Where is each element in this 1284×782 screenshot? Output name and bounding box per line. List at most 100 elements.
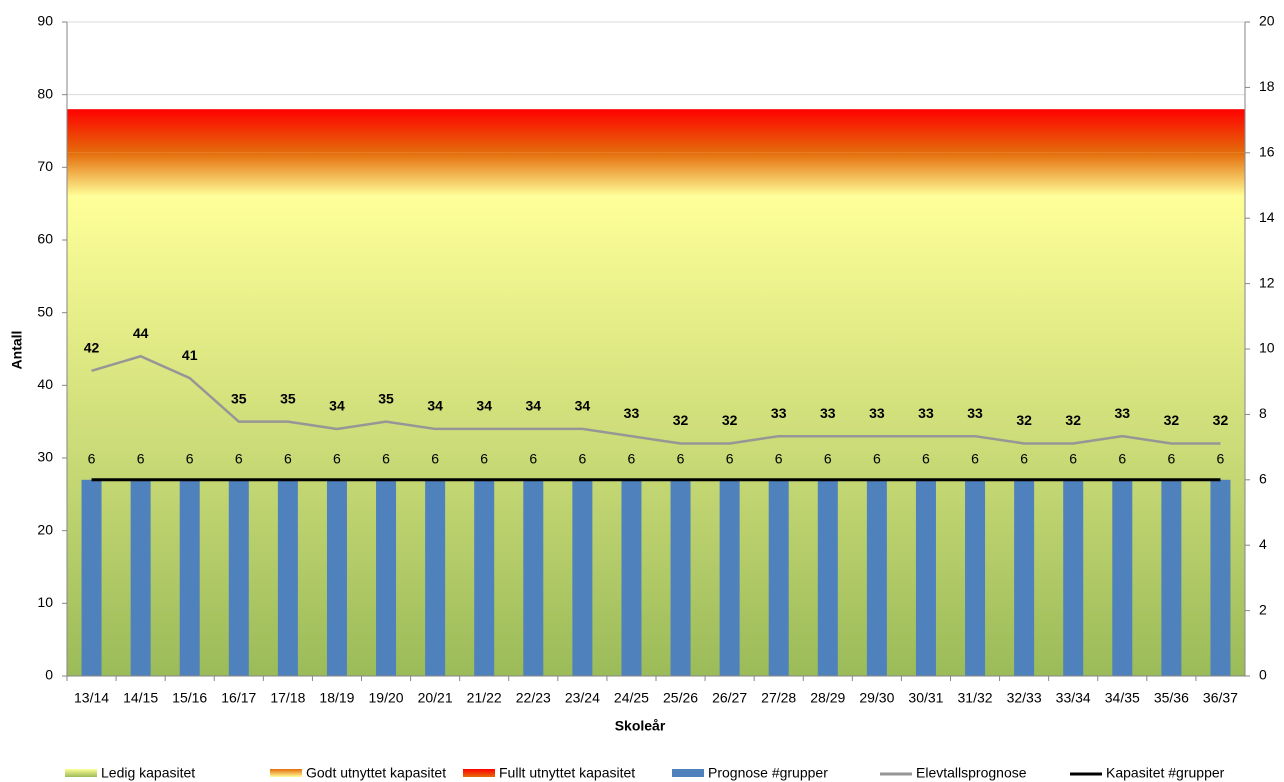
y-axis-title: Antall <box>9 331 25 370</box>
capacity-band <box>950 109 1001 153</box>
capacity-band <box>901 109 951 153</box>
bar-label: 6 <box>824 451 832 467</box>
bar <box>572 479 593 676</box>
capacity-band <box>361 109 412 153</box>
capacity-band <box>67 109 117 153</box>
capacity-band <box>656 109 706 153</box>
bar-label: 6 <box>333 451 341 467</box>
bar <box>523 479 544 676</box>
bar <box>326 479 347 676</box>
capacity-band <box>656 152 706 197</box>
x-tick-label: 16/17 <box>221 690 256 706</box>
x-axis-title: Skoleår <box>615 718 666 734</box>
bar <box>376 479 397 676</box>
y2-tick-label: 8 <box>1259 405 1267 421</box>
bar <box>1161 479 1182 676</box>
x-tick-label: 23/24 <box>565 690 600 706</box>
capacity-band <box>1097 109 1148 153</box>
capacity-band <box>1097 152 1148 197</box>
bar-label: 6 <box>1118 451 1126 467</box>
legend-label: Elevtallsprognose <box>916 765 1027 781</box>
capacity-band <box>803 152 853 197</box>
bar-label: 6 <box>529 451 537 467</box>
line-label: 32 <box>722 412 738 428</box>
bar <box>425 479 446 676</box>
line-label: 32 <box>673 412 689 428</box>
bar-label: 6 <box>480 451 488 467</box>
x-tick-label: 18/19 <box>319 690 354 706</box>
capacity-band <box>901 152 951 197</box>
x-tick-label: 21/22 <box>467 690 502 706</box>
bar-label: 6 <box>578 451 586 467</box>
x-tick-label: 20/21 <box>418 690 453 706</box>
x-tick-label: 14/15 <box>123 690 158 706</box>
capacity-band <box>557 152 608 197</box>
bar <box>719 479 740 676</box>
bar <box>965 479 986 676</box>
line-label: 41 <box>182 347 198 363</box>
line-label: 35 <box>280 390 296 406</box>
bar-label: 6 <box>88 451 96 467</box>
capacity-band <box>754 109 804 153</box>
legend-label: Kapasitet #grupper <box>1106 765 1225 781</box>
capacity-band <box>214 109 264 153</box>
bar <box>130 479 151 676</box>
line-label: 34 <box>575 398 591 414</box>
line-label: 33 <box>771 405 787 421</box>
bar <box>817 479 838 676</box>
y2-tick-label: 2 <box>1259 601 1267 617</box>
x-tick-label: 26/27 <box>712 690 747 706</box>
line-label: 33 <box>869 405 885 421</box>
line-label: 33 <box>820 405 836 421</box>
capacity-band <box>1146 109 1197 153</box>
capacity-band <box>1195 109 1246 153</box>
capacity-band <box>606 109 657 153</box>
y2-tick-label: 4 <box>1259 536 1267 552</box>
bar <box>1112 479 1133 676</box>
x-tick-label: 28/29 <box>810 690 845 706</box>
x-tick-label: 33/34 <box>1056 690 1091 706</box>
line-label: 32 <box>1164 412 1180 428</box>
capacity-band <box>361 152 412 197</box>
bar-label: 6 <box>1217 451 1225 467</box>
capacity-band <box>67 152 117 197</box>
capacity-band <box>116 109 166 153</box>
bar-label: 6 <box>628 451 636 467</box>
capacity-band <box>606 152 657 197</box>
capacity-band <box>263 152 313 197</box>
bar-label: 6 <box>1167 451 1175 467</box>
bar <box>474 479 495 676</box>
line <box>91 354 1221 445</box>
x-tick-label: 13/14 <box>74 690 109 706</box>
capacity-band <box>950 152 1001 197</box>
line-label: 32 <box>1065 412 1081 428</box>
legend-swatch <box>672 769 704 777</box>
capacity-band <box>459 152 510 197</box>
bar-label: 6 <box>186 451 194 467</box>
y2-tick-label: 0 <box>1259 667 1267 683</box>
line-label: 32 <box>1213 412 1229 428</box>
y2-tick-label: 18 <box>1259 78 1275 94</box>
bar-label: 6 <box>1020 451 1028 467</box>
capacity-band <box>459 109 510 153</box>
capacity-band <box>999 152 1050 197</box>
capacity-band <box>705 152 755 197</box>
legend-swatch <box>65 769 97 777</box>
capacity-band <box>1146 152 1197 197</box>
bar-label: 6 <box>1069 451 1077 467</box>
bar <box>915 479 936 676</box>
x-tick-label: 31/32 <box>958 690 993 706</box>
x-tick-label: 22/23 <box>516 690 551 706</box>
line-label: 34 <box>476 398 492 414</box>
y-tick-label: 70 <box>37 158 53 174</box>
capacity-band <box>116 152 166 197</box>
y-tick-label: 20 <box>37 521 53 537</box>
capacity-band <box>1048 152 1099 197</box>
bar-label: 6 <box>382 451 390 467</box>
line-label: 33 <box>624 405 640 421</box>
y2-tick-label: 16 <box>1259 144 1275 160</box>
bar <box>866 479 887 676</box>
capacity-band <box>754 152 804 197</box>
y-tick-label: 40 <box>37 376 53 392</box>
